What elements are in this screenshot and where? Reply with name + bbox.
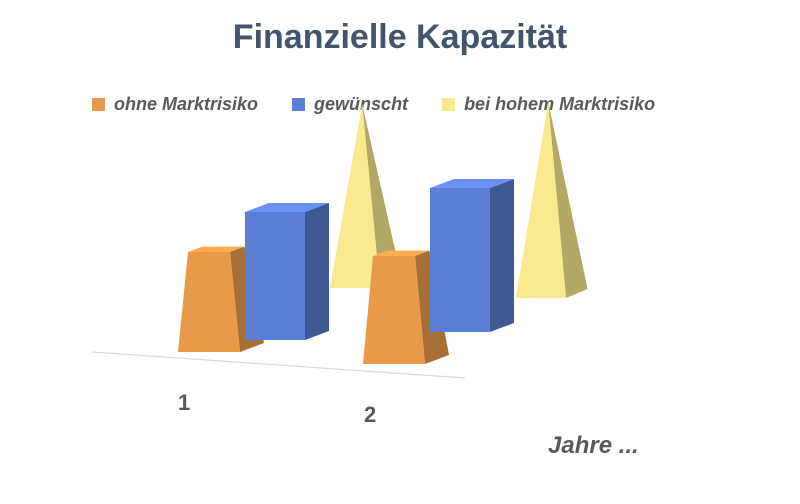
- bar-2-1-front: [516, 102, 566, 298]
- bar-1-1-top: [430, 179, 514, 188]
- bar-1-1-front: [430, 188, 490, 332]
- bar-1-1-side: [490, 179, 514, 332]
- legend-item-ohne-marktrisiko: ohne Marktrisiko: [92, 94, 258, 115]
- bar-0-0-front: [178, 252, 240, 352]
- legend-swatch-blue: [292, 97, 306, 111]
- chart-title: Finanzielle Kapazität: [232, 18, 568, 56]
- x-axis-title: Jahre ...: [548, 432, 639, 459]
- x-axis-line: [91, 351, 466, 379]
- bar-2-0-side: [362, 104, 402, 288]
- legend-item-bei-hohem-marktrisiko: bei hohem Marktrisiko: [442, 94, 655, 115]
- legend: ohne Marktrisiko gewünscht bei hohem Mar…: [92, 92, 732, 116]
- x-tick-label-1: 1: [178, 390, 191, 415]
- legend-label: ohne Marktrisiko: [114, 93, 259, 114]
- bar-1-0-top: [245, 203, 329, 212]
- bar-1-0-front: [245, 212, 305, 340]
- legend-label: bei hohem Marktrisiko: [464, 93, 656, 114]
- legend-swatch-yellow: [442, 97, 456, 111]
- bar-1-0-side: [305, 203, 329, 340]
- legend-item-gewuenscht: gewünscht: [292, 94, 408, 115]
- bar-0-0-top: [188, 246, 245, 252]
- bar-0-1-front: [363, 256, 425, 364]
- bar-2-0-front: [330, 104, 380, 288]
- bar-0-1-top: [373, 250, 430, 256]
- x-tick-label-2: 2: [364, 402, 377, 427]
- legend-swatch-orange: [92, 97, 105, 111]
- legend-label: gewünscht: [314, 93, 409, 114]
- bar-2-1-side: [548, 102, 588, 298]
